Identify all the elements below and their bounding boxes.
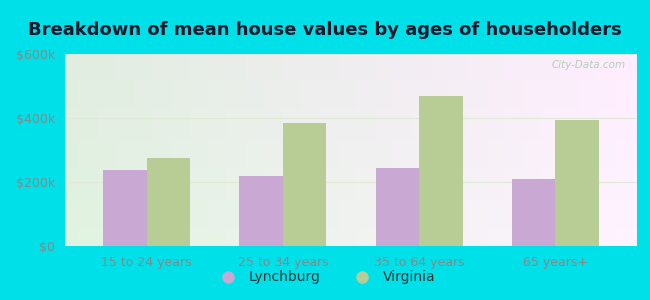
Bar bbox=[147, 158, 190, 246]
Bar bbox=[512, 179, 555, 246]
Text: Breakdown of mean house values by ages of householders: Breakdown of mean house values by ages o… bbox=[28, 21, 622, 39]
Bar bbox=[419, 96, 463, 246]
Bar bbox=[103, 170, 147, 246]
Legend: Lynchburg, Virginia: Lynchburg, Virginia bbox=[209, 265, 441, 290]
Text: City-Data.com: City-Data.com bbox=[551, 60, 625, 70]
Bar bbox=[555, 120, 599, 246]
Bar bbox=[283, 123, 326, 246]
Bar bbox=[239, 176, 283, 246]
Bar bbox=[376, 168, 419, 246]
